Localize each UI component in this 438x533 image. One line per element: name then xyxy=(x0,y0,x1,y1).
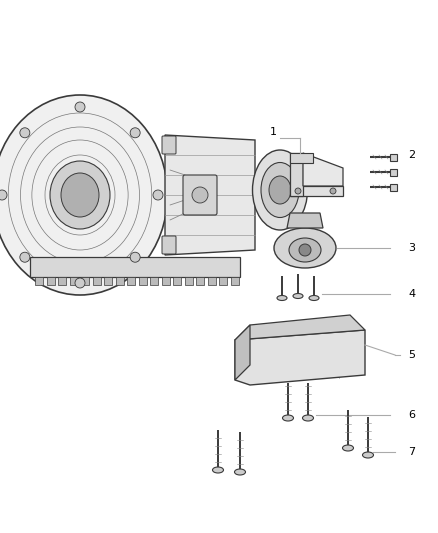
Polygon shape xyxy=(196,277,204,285)
Polygon shape xyxy=(150,277,158,285)
Ellipse shape xyxy=(234,469,246,475)
Circle shape xyxy=(20,252,30,262)
Text: 2: 2 xyxy=(408,150,415,160)
Polygon shape xyxy=(92,277,100,285)
Text: 4: 4 xyxy=(408,289,415,299)
Polygon shape xyxy=(116,277,124,285)
Ellipse shape xyxy=(252,150,307,230)
Text: 6: 6 xyxy=(408,410,415,420)
Polygon shape xyxy=(127,277,135,285)
FancyBboxPatch shape xyxy=(162,136,176,154)
Polygon shape xyxy=(30,257,240,277)
FancyBboxPatch shape xyxy=(183,175,217,215)
Text: 3: 3 xyxy=(408,243,415,253)
Circle shape xyxy=(295,188,301,194)
Polygon shape xyxy=(287,213,323,228)
Ellipse shape xyxy=(293,294,303,298)
FancyBboxPatch shape xyxy=(162,236,176,254)
Polygon shape xyxy=(173,277,181,285)
Circle shape xyxy=(0,190,7,200)
Circle shape xyxy=(153,190,163,200)
Polygon shape xyxy=(138,277,146,285)
Polygon shape xyxy=(162,277,170,285)
Text: 1: 1 xyxy=(270,127,277,137)
Polygon shape xyxy=(165,135,255,255)
Circle shape xyxy=(192,187,208,203)
Text: 7: 7 xyxy=(408,447,415,457)
Ellipse shape xyxy=(283,415,293,421)
Polygon shape xyxy=(235,325,250,380)
Circle shape xyxy=(75,278,85,288)
Polygon shape xyxy=(208,277,215,285)
Ellipse shape xyxy=(343,445,353,451)
Ellipse shape xyxy=(61,173,99,217)
Ellipse shape xyxy=(363,452,374,458)
Polygon shape xyxy=(58,277,66,285)
Circle shape xyxy=(130,252,140,262)
Ellipse shape xyxy=(309,295,319,301)
Ellipse shape xyxy=(274,228,336,268)
Polygon shape xyxy=(290,153,313,163)
FancyBboxPatch shape xyxy=(390,183,397,190)
Ellipse shape xyxy=(261,163,299,217)
Polygon shape xyxy=(70,277,78,285)
Polygon shape xyxy=(184,277,192,285)
Circle shape xyxy=(130,128,140,138)
Polygon shape xyxy=(219,277,227,285)
Polygon shape xyxy=(235,330,365,385)
Polygon shape xyxy=(303,153,343,186)
Polygon shape xyxy=(230,277,239,285)
Text: 5: 5 xyxy=(408,350,415,360)
Circle shape xyxy=(75,102,85,112)
Polygon shape xyxy=(35,277,43,285)
FancyBboxPatch shape xyxy=(390,168,397,175)
Ellipse shape xyxy=(0,95,167,295)
Ellipse shape xyxy=(303,415,314,421)
Polygon shape xyxy=(104,277,112,285)
Circle shape xyxy=(330,188,336,194)
Polygon shape xyxy=(290,153,303,196)
Ellipse shape xyxy=(277,295,287,301)
Ellipse shape xyxy=(289,238,321,262)
Polygon shape xyxy=(46,277,54,285)
Polygon shape xyxy=(81,277,89,285)
FancyBboxPatch shape xyxy=(390,154,397,160)
Ellipse shape xyxy=(212,467,223,473)
Ellipse shape xyxy=(50,161,110,229)
Circle shape xyxy=(20,128,30,138)
Circle shape xyxy=(299,244,311,256)
Polygon shape xyxy=(235,315,365,340)
Polygon shape xyxy=(290,186,343,196)
Ellipse shape xyxy=(269,176,291,204)
